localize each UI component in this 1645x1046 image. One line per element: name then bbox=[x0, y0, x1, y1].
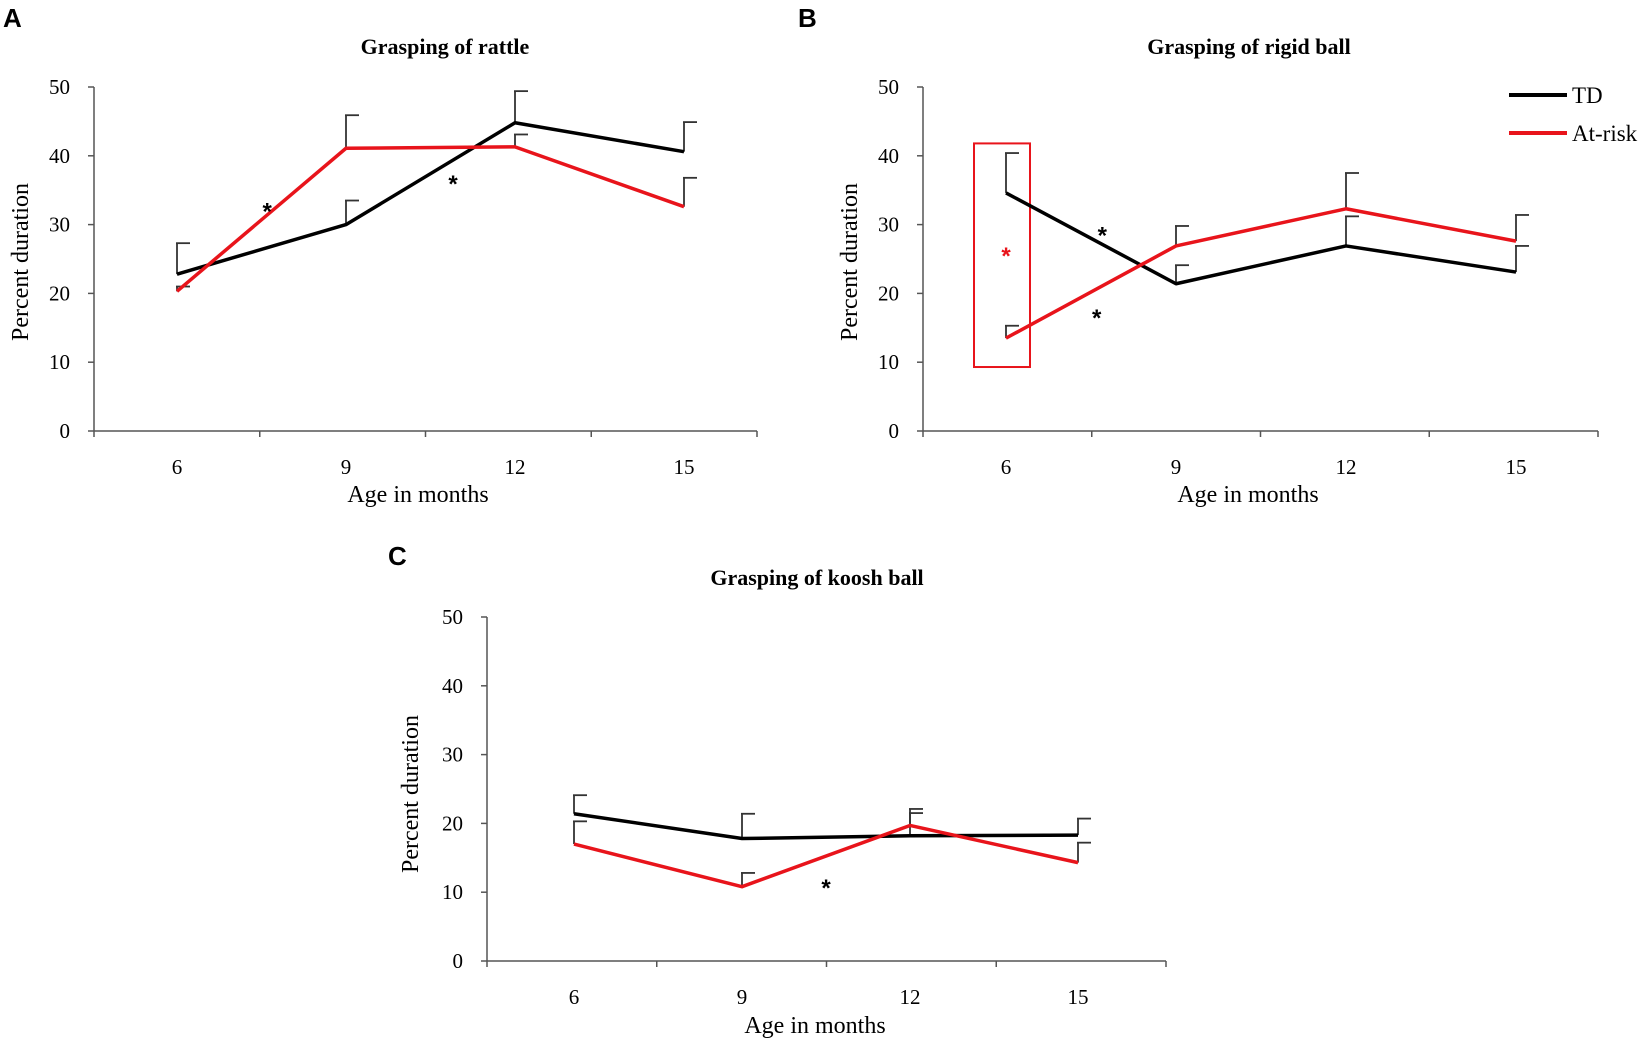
significance-star: * bbox=[262, 198, 272, 225]
y-axis-label-a: Percent duration bbox=[8, 183, 34, 341]
x-tick-label: 12 bbox=[1336, 455, 1357, 479]
y-tick-label: 0 bbox=[60, 419, 71, 443]
significance-star: * bbox=[1092, 305, 1102, 332]
chart-panel-a: A Grasping of rattle Age in months Perce… bbox=[3, 3, 758, 508]
y-axis-label-b: Percent duration bbox=[837, 183, 863, 341]
y-tick-label: 50 bbox=[442, 605, 463, 629]
significance-star: * bbox=[448, 171, 458, 198]
y-tick-label: 40 bbox=[878, 144, 899, 168]
x-tick-label: 12 bbox=[900, 985, 921, 1009]
y-tick-label: 0 bbox=[889, 419, 900, 443]
x-tick-label: 15 bbox=[674, 455, 695, 479]
series-line-td bbox=[176, 121, 685, 276]
y-tick-label: 30 bbox=[878, 213, 899, 237]
x-tick-label: 9 bbox=[1171, 455, 1182, 479]
y-tick-label: 20 bbox=[49, 281, 70, 305]
x-tick-label: 6 bbox=[172, 455, 183, 479]
x-axis-label-c: Age in months bbox=[744, 1013, 885, 1039]
y-tick-label: 20 bbox=[878, 281, 899, 305]
legend-label-at-risk: At-risk bbox=[1572, 121, 1638, 146]
chart-title-b: Grasping of rigid ball bbox=[1147, 34, 1351, 59]
x-axis-label-a: Age in months bbox=[347, 482, 488, 508]
y-tick-label: 30 bbox=[442, 743, 463, 767]
y-tick-label: 40 bbox=[442, 674, 463, 698]
series-line-td bbox=[573, 812, 1079, 841]
panel-letter-c: C bbox=[388, 541, 407, 571]
significance-star: * bbox=[821, 875, 831, 902]
y-tick-label: 40 bbox=[49, 144, 70, 168]
panel-letter-b: B bbox=[798, 3, 817, 33]
x-tick-label: 15 bbox=[1506, 455, 1527, 479]
y-tick-label: 10 bbox=[442, 880, 463, 904]
y-tick-label: 0 bbox=[453, 949, 464, 973]
legend-label-td: TD bbox=[1572, 83, 1603, 108]
chart-title-c: Grasping of koosh ball bbox=[710, 565, 923, 590]
x-tick-label: 9 bbox=[341, 455, 352, 479]
legend: TD At-risk bbox=[1509, 83, 1638, 146]
series-line-td bbox=[1005, 191, 1517, 286]
x-tick-label: 6 bbox=[1001, 455, 1012, 479]
series-line-at-risk bbox=[1005, 207, 1517, 340]
significance-star: * bbox=[1001, 243, 1011, 270]
y-tick-label: 10 bbox=[878, 350, 899, 374]
chart-panel-c: C Grasping of koosh ball Age in months P… bbox=[388, 541, 1167, 1039]
x-tick-label: 6 bbox=[569, 985, 580, 1009]
y-tick-label: 50 bbox=[49, 75, 70, 99]
y-tick-label: 30 bbox=[49, 213, 70, 237]
x-tick-label: 9 bbox=[737, 985, 748, 1009]
panel-letter-a: A bbox=[3, 3, 22, 33]
series-line-at-risk bbox=[573, 823, 1079, 889]
series-line-at-risk bbox=[175, 145, 685, 293]
x-tick-label: 15 bbox=[1068, 985, 1089, 1009]
y-tick-label: 10 bbox=[49, 350, 70, 374]
highlight-box bbox=[973, 142, 1031, 369]
y-tick-label: 20 bbox=[442, 811, 463, 835]
chart-panel-b: B Grasping of rigid ball Age in months P… bbox=[798, 3, 1638, 508]
x-tick-label: 12 bbox=[505, 455, 526, 479]
y-axis-label-c: Percent duration bbox=[398, 715, 424, 873]
x-axis-label-b: Age in months bbox=[1177, 482, 1318, 508]
y-tick-label: 50 bbox=[878, 75, 899, 99]
significance-star: * bbox=[1098, 222, 1108, 249]
chart-title-a: Grasping of rattle bbox=[361, 34, 530, 59]
